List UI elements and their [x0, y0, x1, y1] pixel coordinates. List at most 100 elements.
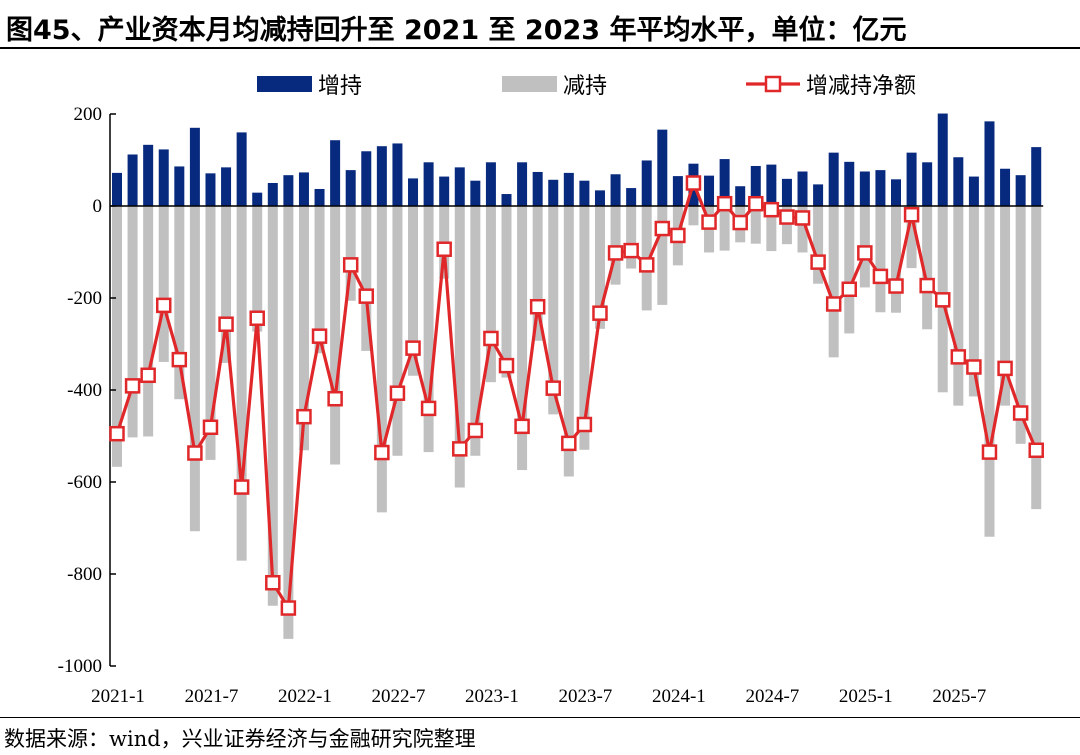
net-marker	[919, 277, 935, 294]
bar-increase	[330, 140, 341, 206]
bar-decrease	[112, 206, 122, 467]
bar-decrease	[330, 206, 341, 465]
bar-decrease	[579, 206, 590, 450]
net-marker	[670, 227, 686, 244]
bar-increase	[906, 152, 917, 206]
legend-swatch-increase	[257, 76, 312, 92]
x-tick-label: 2024-1	[652, 686, 706, 707]
net-marker	[810, 254, 826, 270]
bar-decrease	[252, 206, 263, 332]
net-marker	[280, 600, 297, 616]
bar-increase	[781, 178, 792, 206]
bar-decrease	[719, 206, 730, 251]
chart-title: 图45、产业资本月均减持回升至 2021 至 2023 年平均水平，单位：亿元	[6, 15, 907, 46]
bar-decrease	[563, 206, 574, 477]
bar-increase	[517, 162, 528, 206]
net-marker	[218, 316, 234, 332]
net-marker	[171, 351, 188, 368]
net-marker	[202, 419, 219, 436]
bar-increase	[766, 164, 777, 206]
bar-increase	[968, 176, 979, 206]
x-tick-label: 2022-1	[278, 686, 332, 707]
bar-decrease	[1000, 206, 1011, 406]
net-marker	[685, 175, 702, 191]
bar-decrease	[548, 206, 559, 415]
bar-decrease	[1031, 206, 1042, 510]
bar-increase	[813, 184, 824, 206]
bar-increase	[143, 144, 154, 206]
legend-label-decrease: 减持	[563, 74, 607, 99]
bar-increase	[1031, 147, 1042, 206]
net-marker	[888, 278, 904, 294]
x-tick-label: 2025-7	[932, 686, 986, 707]
bar-decrease	[314, 206, 325, 354]
bar-increase	[485, 162, 496, 206]
net-marker	[841, 281, 858, 298]
bar-increase	[719, 159, 730, 206]
bar-decrease	[844, 206, 855, 334]
bar-decrease	[454, 206, 465, 488]
bar-decrease	[143, 206, 154, 437]
net-marker	[498, 357, 515, 374]
x-tick-label: 2023-7	[558, 686, 612, 707]
bar-decrease	[205, 206, 216, 460]
bar-decrease	[657, 206, 668, 305]
net-marker	[140, 367, 156, 384]
bar-decrease	[1015, 206, 1026, 444]
net-marker	[576, 416, 593, 433]
net-marker	[592, 305, 608, 321]
net-marker	[981, 444, 998, 460]
bar-increase	[470, 180, 481, 206]
bar-increase	[750, 165, 761, 206]
y-tick-label: -200	[67, 288, 102, 309]
bar-decrease	[891, 206, 901, 313]
bar-decrease	[392, 206, 403, 456]
bar-increase	[501, 194, 512, 206]
net-marker	[1012, 405, 1029, 421]
bar-decrease	[594, 206, 605, 329]
bar-increase	[236, 132, 247, 206]
net-marker	[997, 360, 1013, 377]
net-marker	[748, 195, 764, 212]
y-tick-label: 200	[74, 104, 103, 125]
net-marker	[155, 297, 172, 314]
bar-increase	[298, 172, 309, 206]
bar-decrease	[517, 206, 528, 471]
bar-increase	[252, 192, 263, 206]
bar-decrease	[174, 206, 185, 400]
bar-decrease	[501, 206, 512, 378]
net-marker	[296, 408, 312, 425]
bar-increase	[376, 146, 387, 206]
net-marker	[249, 310, 265, 326]
net-marker	[934, 292, 951, 308]
legend-label-increase: 增持	[318, 74, 362, 99]
bar-decrease	[828, 206, 839, 358]
bar-decrease	[189, 206, 200, 532]
bar-decrease	[423, 206, 434, 453]
net-marker	[1028, 442, 1044, 459]
bar-increase	[174, 166, 185, 206]
net-marker	[187, 445, 203, 461]
bar-decrease	[485, 206, 496, 383]
net-marker	[529, 298, 546, 315]
net-marker	[342, 257, 359, 273]
net-marker	[265, 574, 281, 591]
net-marker	[607, 245, 624, 261]
bar-decrease	[283, 206, 294, 639]
bar-increase	[189, 127, 200, 206]
bar-increase	[127, 154, 138, 206]
bar-increase	[423, 162, 434, 206]
bar-decrease	[221, 206, 232, 363]
net-marker	[903, 206, 920, 223]
net-marker	[420, 400, 437, 417]
bar-increase	[984, 121, 995, 206]
bar-decrease	[127, 206, 138, 438]
bar-increase	[548, 179, 559, 206]
bar-increase	[439, 176, 450, 206]
net-marker	[109, 425, 125, 442]
bar-increase	[112, 172, 122, 206]
bar-increase	[922, 162, 933, 206]
bar-increase	[579, 180, 590, 206]
bar-increase	[641, 160, 652, 206]
bar-decrease	[953, 206, 964, 406]
